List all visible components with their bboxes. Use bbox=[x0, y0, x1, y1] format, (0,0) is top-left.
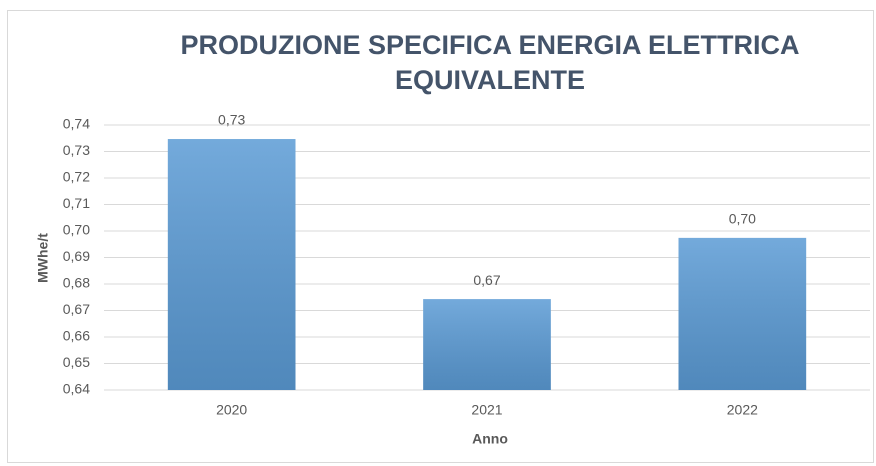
y-tick-label: 0,71 bbox=[63, 195, 90, 211]
y-tick-label: 0,73 bbox=[63, 142, 90, 158]
y-axis-label: MWhe/t bbox=[35, 233, 51, 283]
y-tick-label: 0,72 bbox=[63, 169, 90, 185]
y-tick-label: 0,67 bbox=[63, 301, 90, 317]
x-tick-label: 2022 bbox=[727, 402, 758, 418]
y-tick-label: 0,70 bbox=[63, 222, 90, 238]
x-tick-label: 2020 bbox=[216, 402, 247, 418]
x-axis-label: Anno bbox=[472, 431, 508, 447]
y-tick-label: 0,64 bbox=[63, 381, 90, 397]
data-label: 0,73 bbox=[218, 112, 245, 128]
y-tick-label: 0,66 bbox=[63, 328, 90, 344]
y-tick-label: 0,69 bbox=[63, 248, 90, 264]
y-tick-label: 0,68 bbox=[63, 275, 90, 291]
y-tick-label: 0,65 bbox=[63, 354, 90, 370]
bar-shade bbox=[423, 299, 551, 390]
data-label: 0,70 bbox=[729, 211, 756, 227]
chart-title: PRODUZIONE SPECIFICA ENERGIA ELETTRICA bbox=[180, 30, 799, 60]
bar-shade bbox=[167, 139, 296, 390]
x-tick-label: 2021 bbox=[471, 402, 502, 418]
chart-title: EQUIVALENTE bbox=[395, 65, 585, 95]
data-label: 0,67 bbox=[473, 272, 500, 288]
bar-shade bbox=[678, 237, 807, 390]
y-tick-label: 0,74 bbox=[63, 116, 90, 132]
